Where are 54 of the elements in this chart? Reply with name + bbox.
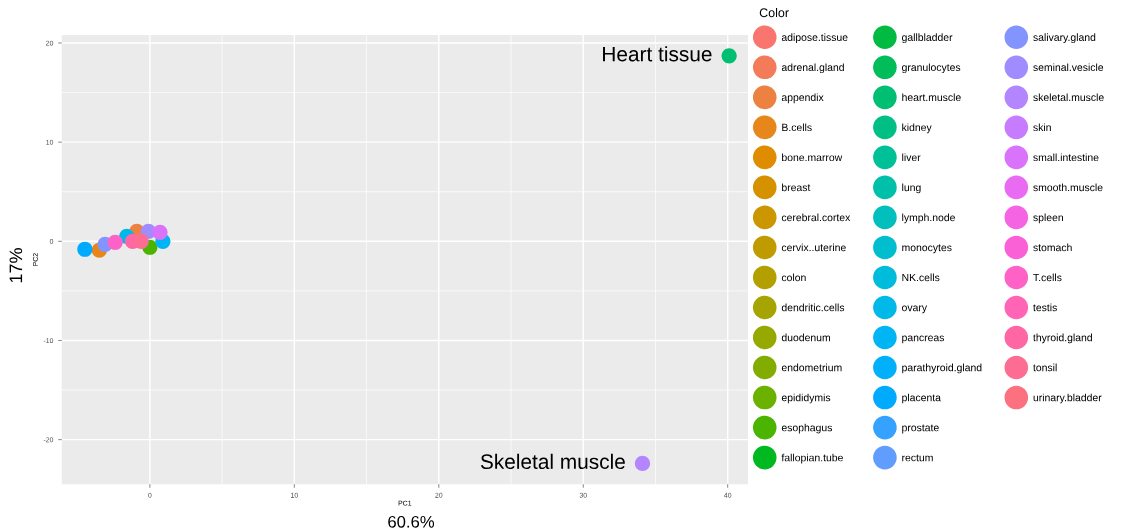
legend-label: granulocytes xyxy=(902,63,961,74)
legend-label: duodenum xyxy=(781,333,830,342)
point xyxy=(133,233,149,249)
legend-label: dendritic.cells xyxy=(781,303,845,312)
legend-label: heart.muscle xyxy=(902,93,961,102)
legend-label: kidney xyxy=(902,123,932,134)
text: 60.6% xyxy=(388,515,435,528)
point xyxy=(107,234,123,250)
annotation: Skeletal muscle xyxy=(480,453,625,470)
legend-label: monocytes xyxy=(902,244,952,254)
legend-label: colon xyxy=(781,273,806,282)
legend-label: endometrium xyxy=(781,363,842,372)
legend-label: pancreas xyxy=(902,335,945,344)
legend-label: rectum xyxy=(902,454,933,462)
legend-label: T.cells xyxy=(1033,273,1062,282)
legend-label: lymph.node xyxy=(902,213,955,224)
annotation: Heart tissue xyxy=(603,46,712,62)
legend-title: Color xyxy=(759,7,789,18)
legend-label: seminal.vesicle xyxy=(1033,63,1104,72)
legend-label: thyroid.gland xyxy=(1033,333,1092,344)
legend-label: parathyroid.gland xyxy=(902,363,982,374)
legend-label: testis xyxy=(1033,303,1057,312)
legend-label: placenta xyxy=(902,393,941,404)
legend-label: appendix xyxy=(781,93,824,104)
legend-label: stomach xyxy=(1033,243,1072,252)
legend-label: urinary.bladder xyxy=(1033,393,1102,404)
legend-label: smooth.muscle xyxy=(1033,183,1103,192)
legend-label: skin xyxy=(1033,123,1051,132)
point xyxy=(152,224,168,240)
legend-label: tonsil xyxy=(1033,363,1057,372)
legend-label: skeletal.muscle xyxy=(1033,93,1104,102)
legend-label: bone.marrow xyxy=(782,153,843,162)
legend-label: breast xyxy=(782,183,811,192)
legend-label: NK.cells xyxy=(902,273,940,282)
legend-label: esophagus xyxy=(781,423,833,434)
point xyxy=(721,48,737,64)
legend-label: cervix..uterine xyxy=(781,243,846,252)
legend-label: gallbladder xyxy=(902,33,953,44)
legend-label: cerebral.cortex xyxy=(781,213,851,222)
legend-label: small.intestine xyxy=(1033,153,1099,162)
legend-label: spleen xyxy=(1033,213,1063,224)
legend-label: lung xyxy=(902,183,921,194)
legend-label: prostate xyxy=(902,424,939,434)
point xyxy=(634,455,651,472)
legend-label: epididymis xyxy=(781,393,831,404)
legend-label: B.cells xyxy=(782,123,812,132)
legend-label: adrenal.gland xyxy=(781,63,844,74)
legend-label: fallopian.tube xyxy=(781,453,843,464)
point xyxy=(77,241,93,257)
legend-label: salivary.gland xyxy=(1033,33,1096,44)
legend-label: adipose.tissue xyxy=(781,33,848,44)
legend-label: liver xyxy=(902,153,921,162)
legend-label: ovary xyxy=(902,305,928,314)
text: 17% xyxy=(9,248,23,283)
